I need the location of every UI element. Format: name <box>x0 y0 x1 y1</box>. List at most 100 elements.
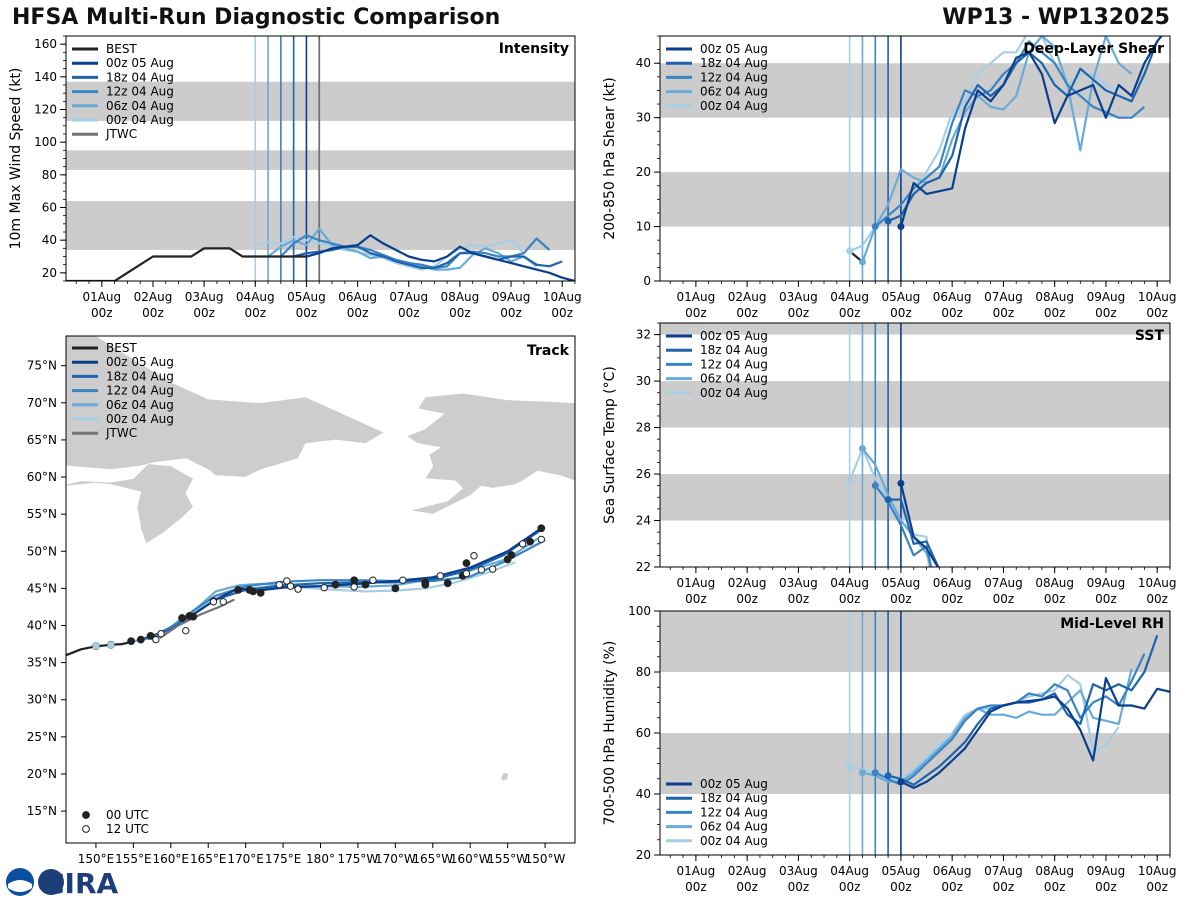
x-tick-hour-label: 00z <box>244 306 266 320</box>
lon-tick-label: 165°W <box>412 852 453 866</box>
x-tick-label: 01Aug <box>677 864 716 878</box>
x-tick-label: 10Aug <box>1138 290 1177 304</box>
x-tick-hour-label: 00z <box>890 592 912 606</box>
legend-label: JTWC <box>105 426 137 440</box>
track-marker-12utc <box>152 635 160 644</box>
x-tick-hour-label: 00z <box>1146 880 1168 894</box>
track-marker-00utc <box>245 585 254 594</box>
panel-track: 15°N 20°N 25°N 30°N 35°N 40°N 45°N 50°N 55°N 60°N… <box>27 335 576 866</box>
legend-label: BEST <box>106 42 137 56</box>
x-tick-hour-label: 00z <box>685 592 707 606</box>
x-tick-label: 01Aug <box>677 576 716 590</box>
series-line <box>888 498 940 567</box>
y-tick-label: 10 <box>636 220 651 234</box>
x-tick-label: 02Aug <box>728 576 767 590</box>
series-start-marker <box>846 763 854 771</box>
track-marker-12utc <box>399 576 407 584</box>
series-start-marker <box>897 479 905 487</box>
lon-tick-label: 175°W <box>338 852 379 866</box>
track-marker-00utc <box>331 580 340 589</box>
y-tick-label: 28 <box>636 421 651 435</box>
track-marker-00utc <box>503 555 512 564</box>
x-tick-label: 10Aug <box>1138 576 1177 590</box>
legend-label: 00z 05 Aug <box>700 777 768 791</box>
track-start-marker <box>107 641 115 649</box>
x-tick-hour-label: 00z <box>993 880 1015 894</box>
land-north-america <box>405 336 575 515</box>
x-tick-label: 03Aug <box>779 576 818 590</box>
x-tick-label: 09Aug <box>1087 290 1126 304</box>
x-tick-hour-label: 00z <box>890 880 912 894</box>
x-tick-hour-label: 00z <box>685 306 707 320</box>
y-tick-label: 120 <box>34 103 57 117</box>
lat-tick-label: 65°N <box>27 433 57 447</box>
lat-tick-label: 45°N <box>27 581 57 595</box>
y-tick-label: 24 <box>636 514 651 528</box>
y-axis-label: 10m Max Wind Speed (kt) <box>8 68 24 250</box>
track-marker-12utc <box>157 629 165 638</box>
category-band <box>66 150 575 170</box>
x-tick-hour-label: 00z <box>685 880 707 894</box>
lon-tick-label: 160°W <box>450 852 491 866</box>
lat-tick-label: 25°N <box>27 730 57 744</box>
track-marker-12utc <box>283 577 291 585</box>
x-tick-label: 02Aug <box>728 290 767 304</box>
series-line <box>861 447 933 567</box>
category-band <box>660 474 1170 521</box>
track-marker-00utc <box>391 584 400 593</box>
lon-tick-label: 175°E <box>265 852 302 866</box>
panel-rh: 20 40 60 80 100 01Aug 00z 02Aug 00z 03Aug 00z 04Aug… <box>602 604 1177 894</box>
series-line <box>861 36 1133 263</box>
category-band <box>660 323 1170 335</box>
legend-label: BEST <box>106 341 137 355</box>
map-area <box>66 336 575 782</box>
legend-label: 12z 04 Aug <box>700 805 768 819</box>
track-marker-12utc <box>488 565 497 573</box>
track-marker-00utc <box>350 576 359 585</box>
track-marker-12utc <box>537 535 546 544</box>
y-tick-label: 22 <box>636 560 651 574</box>
y-tick-label: 80 <box>42 168 57 182</box>
x-tick-label: 06Aug <box>933 576 972 590</box>
x-tick-label: 05Aug <box>882 290 921 304</box>
lon-tick-label: 155°W <box>487 852 528 866</box>
cira-globe-icon <box>38 869 64 895</box>
x-tick-hour-label: 00z <box>91 306 113 320</box>
series-line <box>849 673 1120 780</box>
x-tick-label: 04Aug <box>830 864 869 878</box>
x-tick-hour-label: 00z <box>788 880 810 894</box>
y-tick-label: 160 <box>34 37 57 51</box>
track-line <box>147 539 546 640</box>
series-line <box>66 247 307 281</box>
storm-id: WP13 - WP132025 <box>942 5 1170 30</box>
x-tick-hour-label: 00z <box>736 880 758 894</box>
x-tick-hour-label: 00z <box>1044 306 1066 320</box>
lat-tick-label: 40°N <box>27 619 57 633</box>
series-start-marker <box>871 769 879 777</box>
y-tick-label: 32 <box>636 328 651 342</box>
track-line <box>66 640 133 657</box>
lon-tick-label: 160°E <box>153 852 190 866</box>
track-marker-12utc <box>436 572 444 580</box>
page-title: HFSA Multi-Run Diagnostic Comparison <box>12 5 501 30</box>
x-tick-hour-label: 00z <box>296 306 318 320</box>
category-band <box>660 172 1170 227</box>
legend-label: 06z 04 Aug <box>700 85 768 99</box>
legend-label: 18z 04 Aug <box>700 56 768 70</box>
lat-tick-label: 70°N <box>27 396 57 410</box>
lat-tick-label: 50°N <box>27 544 57 558</box>
series-line <box>899 483 940 567</box>
track-marker-00utc <box>421 580 430 589</box>
x-tick-hour-label: 00z <box>193 306 215 320</box>
x-tick-label: 08Aug <box>1035 290 1074 304</box>
x-tick-label: 03Aug <box>185 290 224 304</box>
x-tick-hour-label: 00z <box>1044 592 1066 606</box>
legend-label: 00z 05 Aug <box>106 56 174 70</box>
lat-tick-label: 30°N <box>27 693 57 707</box>
lat-tick-label: 60°N <box>27 470 57 484</box>
legend-label: 12z 04 Aug <box>106 384 174 398</box>
track-marker-00utc <box>361 580 370 589</box>
y-tick-label: 140 <box>34 70 57 84</box>
x-tick-hour-label: 00z <box>993 592 1015 606</box>
x-tick-label: 07Aug <box>984 576 1023 590</box>
